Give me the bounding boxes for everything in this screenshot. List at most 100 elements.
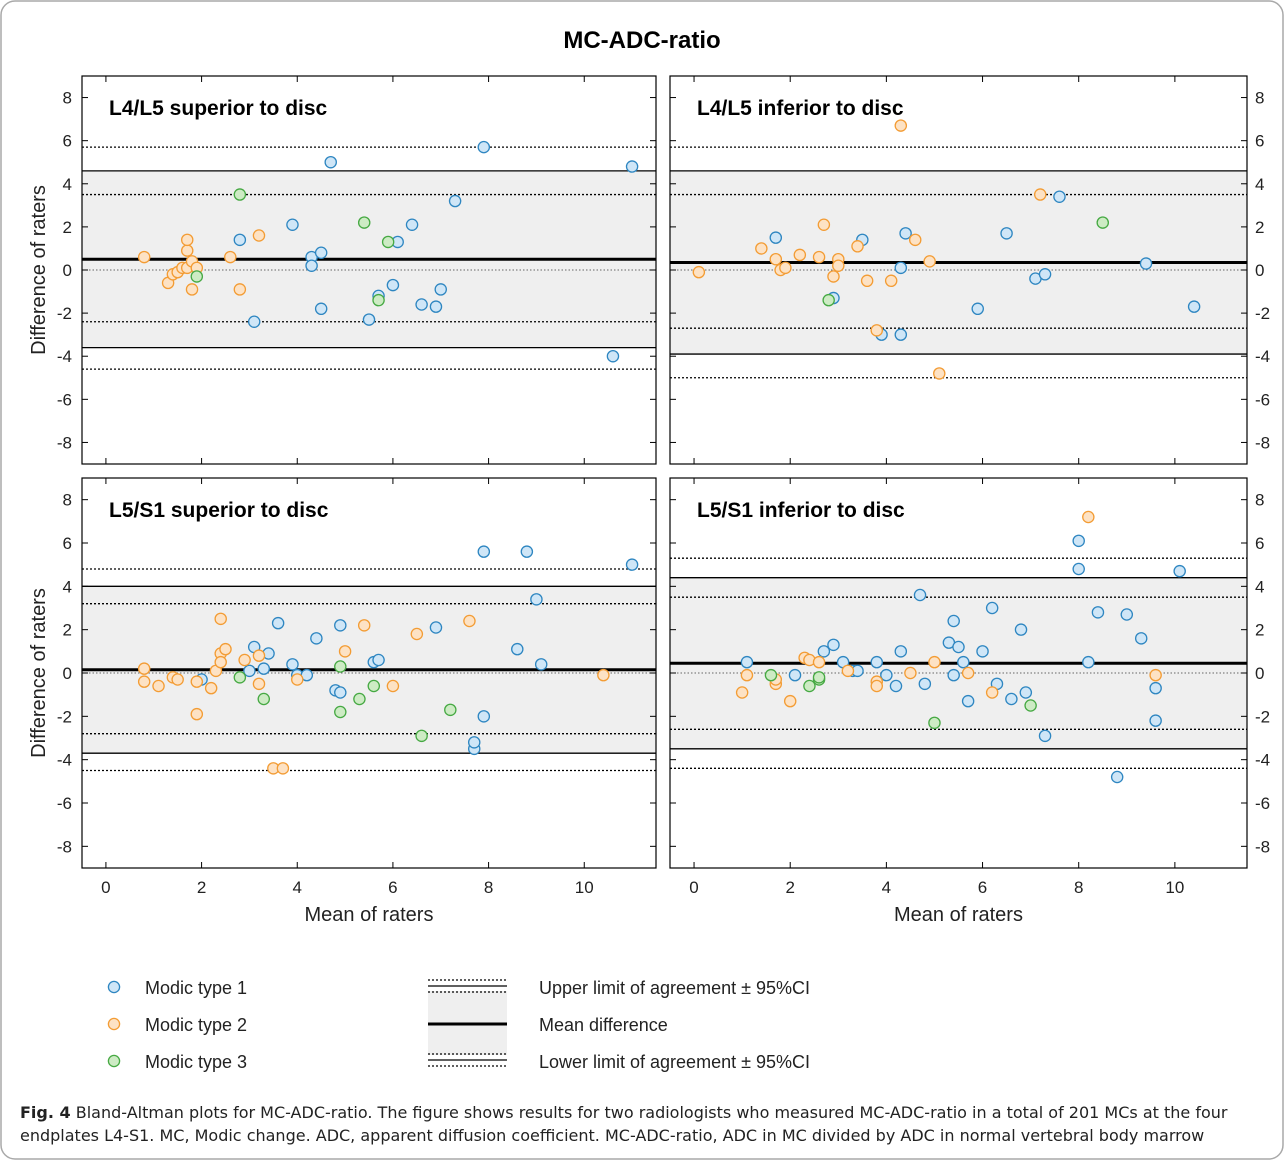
data-point xyxy=(214,655,227,669)
data-point xyxy=(985,686,999,699)
data-point xyxy=(190,707,204,721)
data-point xyxy=(415,298,428,311)
panel-title: L4/L5 inferior to disc xyxy=(697,97,904,120)
data-point xyxy=(1014,623,1028,636)
y-tick-label: -6 xyxy=(57,390,72,409)
legend-marker-2 xyxy=(107,1017,121,1031)
y-tick-label: -6 xyxy=(1255,390,1270,409)
data-point xyxy=(597,668,610,682)
data-point xyxy=(276,762,290,775)
data-point xyxy=(214,612,227,626)
data-point xyxy=(947,614,960,628)
data-point xyxy=(625,558,639,571)
data-point xyxy=(812,671,826,684)
legend: Modic type 1 Modic type 2 Modic type 3 Uppe… xyxy=(107,978,810,1072)
y-tick-label: -6 xyxy=(1255,794,1270,813)
data-point xyxy=(338,645,352,658)
y-tick-label: -8 xyxy=(1255,837,1270,856)
data-point xyxy=(803,679,816,693)
data-point xyxy=(894,261,908,275)
plot-panel-3: L5/S1 superior to disc -8 -6 -4 -2 0 2 4 6 8 0 2 4 6 8… xyxy=(28,477,657,926)
x-tick-label: 0 xyxy=(689,878,698,897)
data-point xyxy=(137,675,151,688)
data-point xyxy=(190,675,204,688)
data-point xyxy=(812,655,826,669)
data-point xyxy=(894,119,908,132)
data-point xyxy=(180,233,194,247)
data-point xyxy=(204,681,218,695)
data-point xyxy=(894,328,908,341)
data-point xyxy=(233,188,247,201)
y-tick-label: -8 xyxy=(57,433,72,452)
data-point xyxy=(180,244,194,257)
data-point xyxy=(817,645,831,658)
data-point xyxy=(314,302,328,316)
y-tick-label: 8 xyxy=(1255,491,1264,510)
legend-marker-1 xyxy=(107,980,121,994)
data-point xyxy=(224,250,237,264)
data-point xyxy=(429,300,443,313)
data-point xyxy=(353,692,366,706)
y-tick-label: -4 xyxy=(57,347,72,366)
data-point xyxy=(233,671,247,684)
data-point xyxy=(740,655,754,669)
data-point xyxy=(1033,188,1047,201)
x-axis-label: Mean of raters xyxy=(305,904,434,926)
data-point xyxy=(410,627,424,641)
data-point xyxy=(788,668,802,682)
legend-line-label: Upper limit of agreement ± 95%CI xyxy=(539,978,810,998)
data-point xyxy=(381,235,395,249)
data-point xyxy=(290,673,304,686)
legend-label: Modic type 2 xyxy=(145,1015,247,1035)
data-point xyxy=(1139,257,1153,270)
data-point xyxy=(769,252,783,266)
legend-line-label: Lower limit of agreement ± 95%CI xyxy=(539,1052,810,1072)
data-point xyxy=(362,313,376,326)
data-point xyxy=(976,645,989,658)
data-point xyxy=(1091,606,1105,619)
data-point xyxy=(894,645,908,658)
data-point xyxy=(137,662,151,675)
caption-text: Bland-Altman plots for MC-ADC-ratio. The… xyxy=(20,1103,1228,1145)
data-point xyxy=(415,729,428,743)
plot-panel-2: L4/L5 inferior to disc -8 -6 -4 -2 0 2 4 6 8 xyxy=(669,75,1270,465)
data-point xyxy=(1019,686,1033,699)
y-tick-label: -2 xyxy=(1255,707,1270,726)
data-point xyxy=(477,545,491,558)
data-point xyxy=(1082,510,1095,524)
y-tick-label: 4 xyxy=(63,577,72,596)
data-point xyxy=(1173,564,1186,578)
data-point xyxy=(386,679,400,693)
x-axis-label: Mean of raters xyxy=(894,904,1023,926)
data-point xyxy=(971,302,984,316)
y-tick-label: 8 xyxy=(1255,89,1264,108)
data-point xyxy=(918,677,932,691)
data-point xyxy=(357,216,371,229)
panel-title: L5/S1 inferior to disc xyxy=(697,499,905,522)
data-point xyxy=(957,655,970,669)
data-point xyxy=(271,616,285,630)
data-point xyxy=(171,673,184,686)
data-point xyxy=(822,293,835,307)
y-tick-label: 6 xyxy=(1255,534,1264,553)
data-point xyxy=(137,250,151,264)
y-tick-label: 8 xyxy=(63,491,72,510)
data-point xyxy=(1149,668,1162,682)
y-tick-label: 2 xyxy=(1255,621,1264,640)
x-tick-label: 0 xyxy=(101,878,110,897)
legend-marker-3 xyxy=(107,1054,121,1068)
data-point xyxy=(190,270,204,283)
data-point xyxy=(257,692,271,706)
data-point xyxy=(928,655,941,669)
figure-caption: Fig. 4 Bland-Altman plots for MC-ADC-rat… xyxy=(20,1101,1270,1147)
y-tick-label: 0 xyxy=(63,261,72,280)
data-point xyxy=(252,649,266,662)
data-point xyxy=(1134,632,1148,645)
data-point xyxy=(870,324,884,337)
y-tick-label: -4 xyxy=(1255,751,1270,770)
data-point xyxy=(908,233,922,247)
data-point xyxy=(1000,227,1013,240)
data-point xyxy=(1072,534,1085,548)
